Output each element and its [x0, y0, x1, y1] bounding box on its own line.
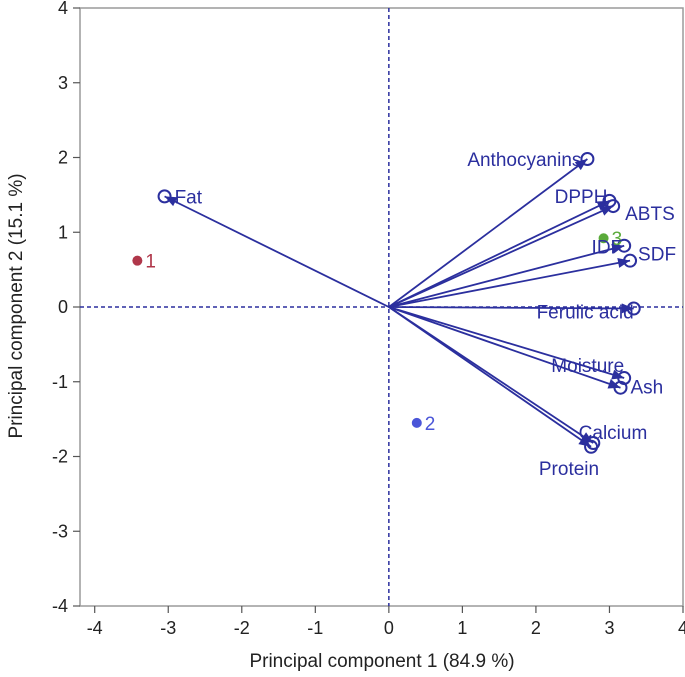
x-tick-label: 3 — [604, 618, 614, 638]
marker-ash — [613, 380, 628, 395]
x-tick-label: 0 — [384, 618, 394, 638]
arrowhead-fat — [164, 196, 178, 207]
vector-ferulic-acid — [388, 306, 634, 310]
y-tick-label: 0 — [58, 297, 68, 317]
arrowhead-moisture — [611, 369, 625, 380]
arrowhead-ash — [607, 379, 621, 389]
vector-protein — [388, 306, 592, 448]
vector-fat — [164, 195, 390, 308]
y-tick-label: -3 — [52, 521, 68, 541]
sample-label-3: 3 — [612, 229, 623, 250]
sample-point-3 — [598, 233, 609, 244]
x-axis-title: Principal component 1 (84.9 %) — [249, 651, 514, 672]
label-sdf: SDF — [638, 245, 676, 266]
label-anthocyanins: Anthocyanins — [467, 150, 581, 171]
sample-label-2: 2 — [425, 414, 436, 435]
marker-abts — [606, 199, 621, 214]
label-idf: IDF — [592, 238, 623, 259]
y-tick-label: 1 — [58, 222, 68, 242]
vector-abts — [388, 205, 614, 308]
y-axis-title: Principal component 2 (15.1 %) — [6, 173, 27, 438]
arrowhead-abts — [600, 206, 614, 216]
vector-dpph — [388, 200, 610, 308]
label-fat: Fat — [175, 187, 203, 208]
y-tick-label: -4 — [52, 596, 68, 616]
label-protein: Protein — [539, 459, 599, 480]
marker-protein — [584, 439, 599, 454]
y-tick-label: -1 — [52, 372, 68, 392]
label-dpph: DPPH — [555, 187, 608, 208]
x-tick-label: 1 — [457, 618, 467, 638]
vector-moisture — [388, 306, 625, 379]
vector-ash — [388, 306, 621, 389]
marker-fat — [157, 189, 172, 204]
x-tick-label: 4 — [678, 618, 685, 638]
sample-point-1 — [132, 255, 143, 266]
marker-ferulic-acid — [626, 301, 641, 316]
x-tick-label: -1 — [307, 618, 323, 638]
arrowhead-idf — [611, 243, 625, 254]
label-ash: Ash — [630, 378, 663, 399]
label-ferulic-acid: Ferulic acid — [537, 302, 634, 323]
vector-sdf — [388, 259, 631, 308]
label-moisture: Moisture — [551, 356, 624, 377]
y-tick-label: 2 — [58, 148, 68, 168]
marker-sdf — [623, 253, 638, 268]
label-calcium: Calcium — [579, 423, 648, 444]
sample-label-1: 1 — [145, 252, 156, 273]
arrowhead-dpph — [596, 200, 610, 211]
x-tick-label: -4 — [87, 618, 103, 638]
x-tick-label: -3 — [160, 618, 176, 638]
arrowhead-anthocyanins — [574, 158, 588, 171]
marker-anthocyanins — [580, 151, 595, 166]
label-abts: ABTS — [625, 204, 675, 225]
sample-point-2 — [411, 417, 422, 428]
vector-idf — [388, 244, 625, 308]
y-tick-label: 4 — [58, 0, 68, 18]
vector-anthocyanins — [388, 158, 588, 308]
y-tick-label: 3 — [58, 73, 68, 93]
x-tick-label: -2 — [234, 618, 250, 638]
x-tick-label: 2 — [531, 618, 541, 638]
y-tick-label: -2 — [52, 447, 68, 467]
arrowhead-protein — [578, 435, 592, 447]
marker-idf — [617, 238, 632, 253]
